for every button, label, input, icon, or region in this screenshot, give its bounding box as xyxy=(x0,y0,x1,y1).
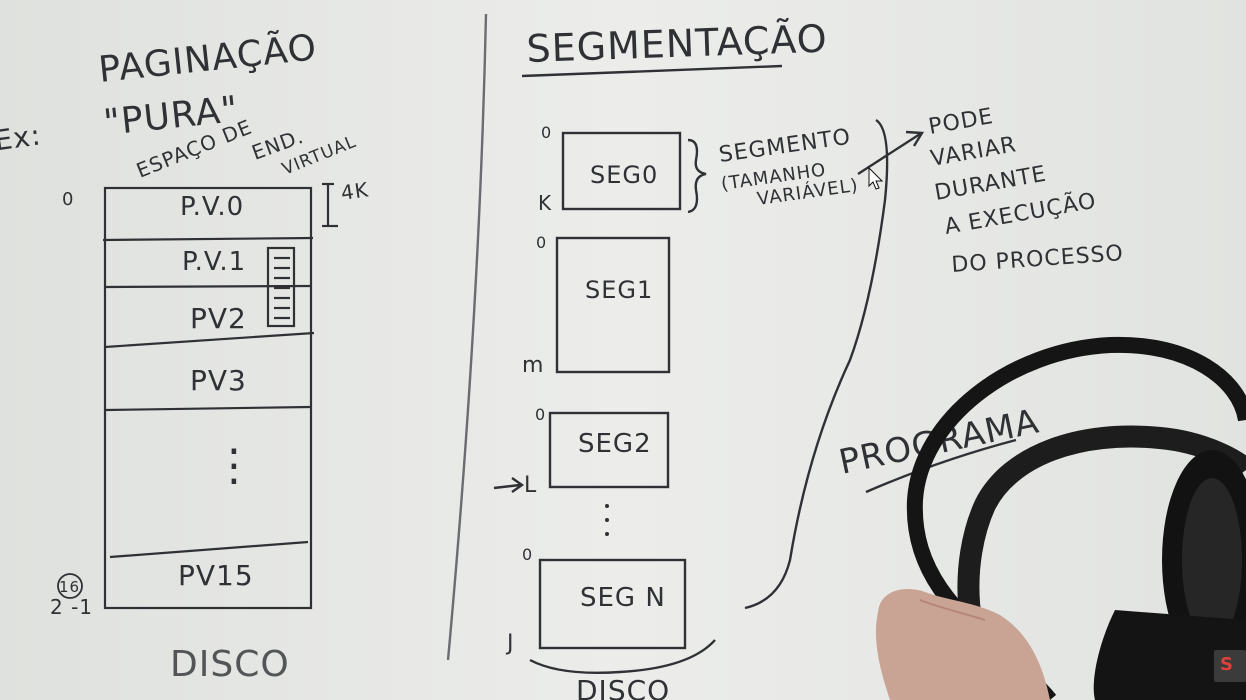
page-3: PV3 xyxy=(190,364,247,397)
address-bottom: 16 2 -1 xyxy=(50,573,93,619)
seg1-label: SEG1 xyxy=(585,276,653,304)
presenter-hand xyxy=(875,589,1050,700)
right-title-underline xyxy=(521,64,783,78)
vertical-dots xyxy=(605,504,609,536)
page-table xyxy=(102,182,338,610)
page-15: PV15 xyxy=(178,559,254,592)
page-2: PV2 xyxy=(190,302,247,335)
seg1-start: 0 xyxy=(536,233,547,252)
page-0: P.V.0 xyxy=(180,192,244,222)
svg-text:2 -1: 2 -1 xyxy=(50,595,93,619)
left-bottom-label: DISCO xyxy=(170,644,290,685)
address-zero: 0 xyxy=(62,189,74,210)
svg-text:16: 16 xyxy=(59,578,80,596)
segN-label: SEG N xyxy=(580,583,666,613)
segN-end: J xyxy=(505,631,515,656)
page-1: P.V.1 xyxy=(182,247,246,277)
segment-boxes xyxy=(493,118,1017,674)
page-size-label: 4K xyxy=(339,177,370,205)
seg2-start: 0 xyxy=(535,405,546,424)
seg1-end: m xyxy=(522,353,544,378)
seg2-end: L xyxy=(524,473,537,498)
seg2-label: SEG2 xyxy=(578,429,652,459)
board-divider xyxy=(446,13,488,661)
logo-badge-icon: S xyxy=(1214,650,1246,682)
seg0-end: K xyxy=(538,191,552,215)
seg0-start: 0 xyxy=(541,123,552,142)
page-ellipsis: ⋮ xyxy=(212,440,257,491)
left-prefix: Ex: xyxy=(0,118,43,157)
right-bottom-label: DISCO xyxy=(576,674,670,700)
mouse-cursor-icon xyxy=(868,166,884,190)
seg0-label: SEG0 xyxy=(590,161,658,189)
right-title: SEGMENTAÇÃO xyxy=(526,17,829,71)
segN-start: 0 xyxy=(522,545,533,564)
